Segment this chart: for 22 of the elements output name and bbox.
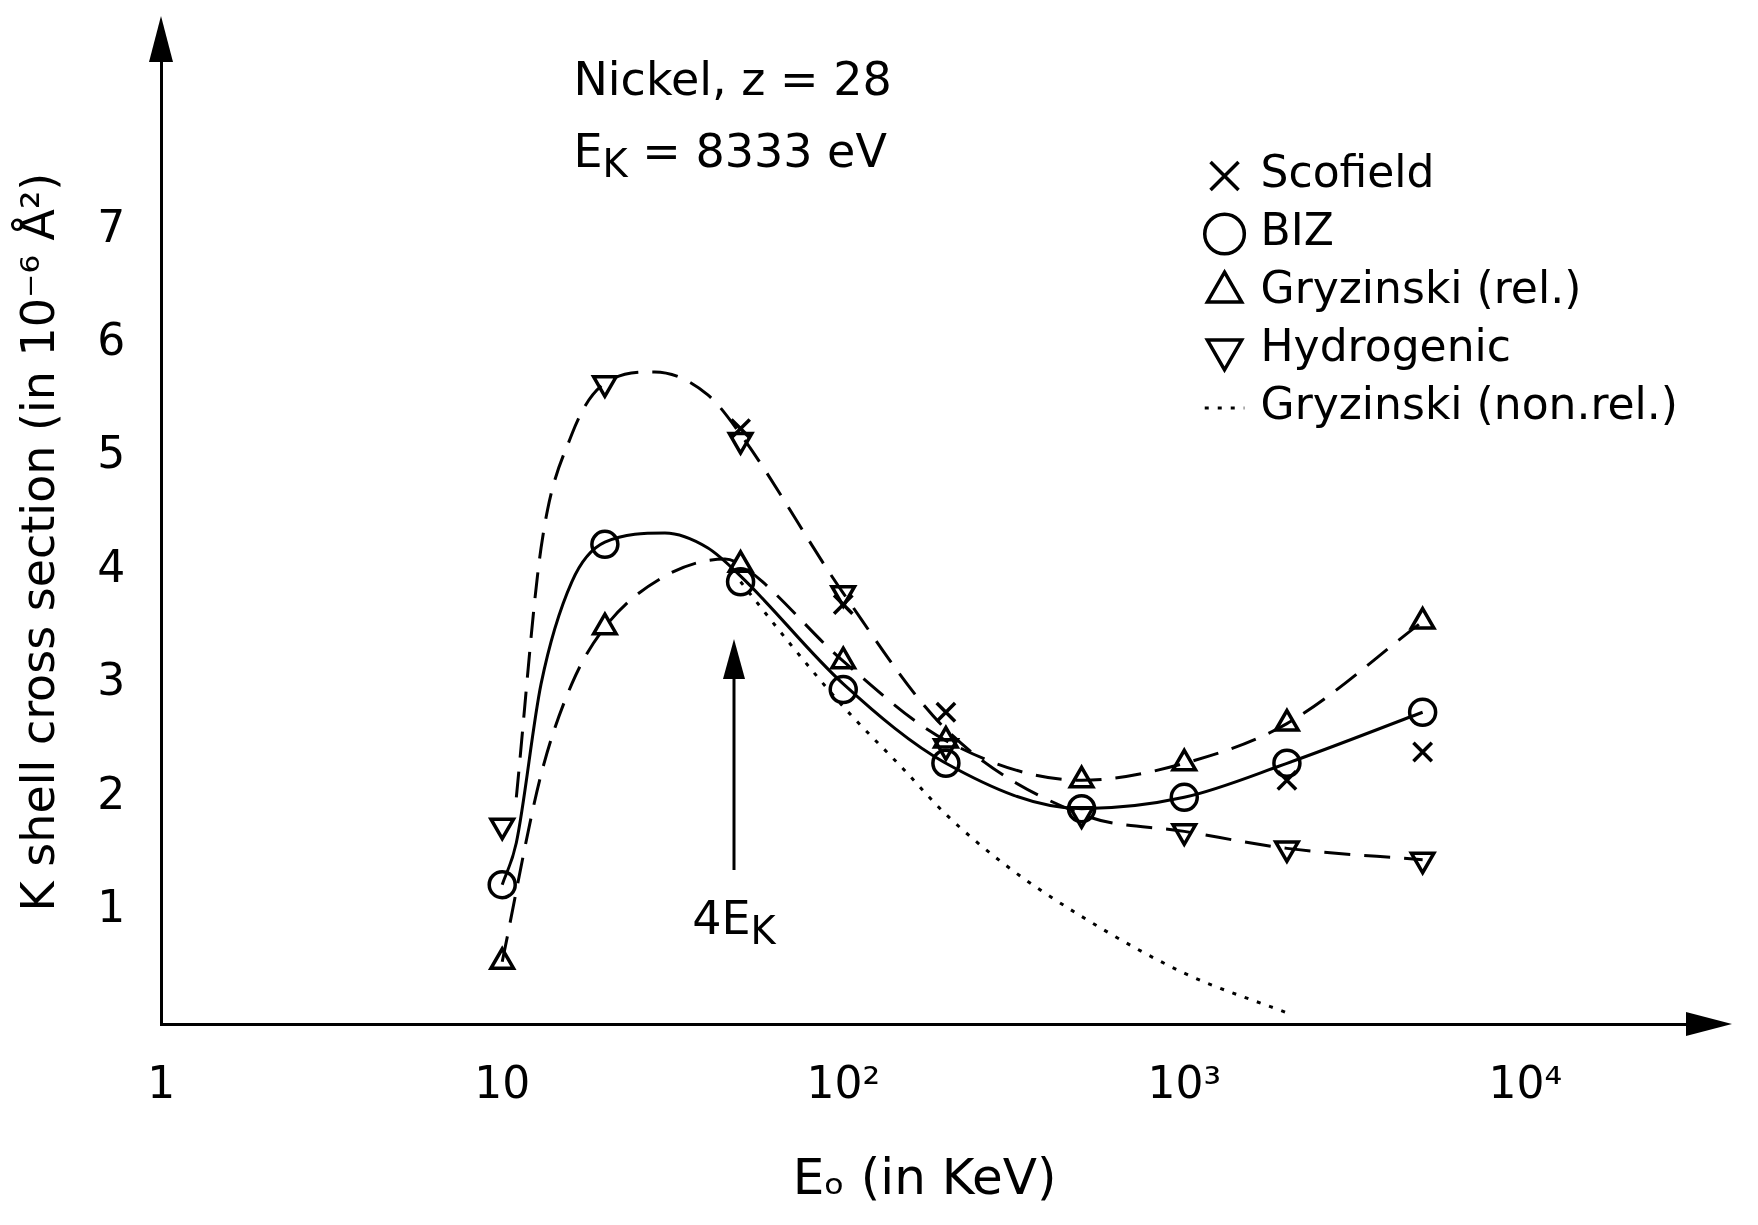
y-tick-label: 3	[97, 654, 126, 706]
annotation: 4E$_{K}$	[692, 890, 776, 956]
x-tick-label: 10³	[1147, 1057, 1222, 1109]
y-tick-label: 7	[97, 200, 126, 252]
y-tick-label: 2	[97, 767, 126, 819]
legend-label: Gryzinski (non.rel.)	[1260, 378, 1679, 430]
legend-label: Gryzinski (rel.)	[1260, 262, 1582, 314]
x-tick-label: 10²	[806, 1057, 881, 1109]
annotation: E$_{K}$ = 8333 eV	[573, 123, 887, 189]
legend-label: BIZ	[1260, 204, 1334, 256]
x-tick-label: 10	[474, 1057, 531, 1109]
y-tick-label: 6	[97, 314, 126, 366]
annotation: Nickel, z = 28	[573, 51, 892, 108]
x-axis-title: Eₒ (in KeV)	[792, 1147, 1057, 1206]
legend-label: Hydrogenic	[1260, 320, 1511, 372]
x-tick-label: 1	[147, 1057, 176, 1109]
y-axis-title: K shell cross section (in 10⁻⁶ Å²)	[10, 172, 65, 912]
legend-label: Scofield	[1260, 146, 1435, 198]
y-tick-label: 4	[97, 540, 126, 592]
y-tick-label: 5	[97, 427, 126, 479]
x-tick-label: 10⁴	[1488, 1057, 1563, 1109]
y-tick-label: 1	[97, 881, 126, 933]
